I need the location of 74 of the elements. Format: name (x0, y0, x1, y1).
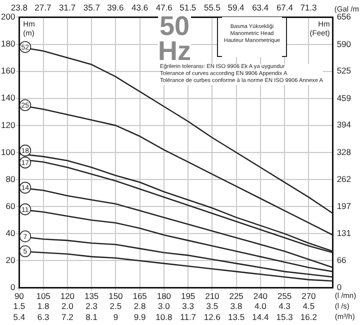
text: 2.8 (134, 301, 146, 312)
x2-tick-label: 27.7 (34, 2, 52, 12)
text: 16.2 (300, 312, 318, 322)
x-tick-label: 270 (302, 291, 316, 302)
text: 3.0 (158, 301, 170, 312)
y-tick-label: 40 (6, 228, 16, 238)
y2-tick-label: 394 (336, 120, 352, 130)
y-tick-label: 160 (0, 66, 16, 76)
y-tick-label: 0 (10, 282, 16, 292)
text: 3.3 (182, 301, 194, 312)
y2-tick-label: 525 (336, 66, 352, 76)
text: 13.5 (228, 312, 245, 322)
text: 4.3 (278, 301, 291, 312)
y2-tick-label: 66 (336, 254, 347, 265)
text: 15.3 (276, 312, 294, 322)
text: 2.5 (110, 301, 122, 312)
y2-tick-label: 459 (336, 92, 352, 103)
y2-tick-label: 262 (336, 174, 352, 184)
x2-tick-label: 67.4 (276, 2, 294, 12)
text: 4.0 (254, 301, 267, 312)
text: 14.4 (252, 312, 269, 322)
x-tick-label: 165 (132, 291, 148, 302)
x-tick-label: 180 (156, 291, 172, 302)
y2-tick-label: 328 (336, 146, 352, 157)
y-tick-label: 120 (0, 120, 16, 130)
x-tick-label: 120 (60, 291, 75, 302)
x2-tick-label: 55.5 (204, 2, 221, 12)
x-tick-label: 135 (84, 291, 99, 302)
y2-tick-label: 131 (336, 228, 352, 238)
text: 5.4 (13, 312, 26, 322)
text: 11.7 (180, 312, 196, 322)
y2-tick-label: 590 (336, 38, 352, 49)
text: 6.3 (37, 312, 50, 322)
text: 4.5 (302, 301, 315, 312)
text: 10.8 (156, 312, 172, 322)
text: 8.1 (86, 312, 98, 322)
x-tick-label: 195 (180, 291, 196, 302)
x2-tick-label: 39.6 (107, 2, 124, 12)
y2-tick-label: 197 (336, 200, 352, 211)
x2-tick-label: 63.4 (252, 2, 269, 12)
text: 9.9 (134, 312, 146, 322)
x2-tick-label: 35.7 (83, 2, 100, 12)
text: 2.3 (86, 301, 98, 312)
x-tick-label: 210 (205, 291, 220, 302)
x2-tick-label: 71.3 (300, 2, 317, 12)
x2-tick-label: 47.6 (156, 2, 173, 12)
y-tick-label: 20 (6, 255, 16, 266)
text: 1.8 (37, 301, 50, 312)
text: 9 (113, 312, 118, 322)
x2-tick-label: 23.8 (10, 2, 28, 12)
text: 3.8 (230, 301, 242, 312)
y2-tick-label: 0 (336, 282, 342, 292)
x2-tick-label: 51.5 (180, 2, 196, 12)
x-tick-label: 240 (253, 291, 268, 302)
x-tick-label: 150 (108, 291, 124, 302)
text: 12.6 (204, 312, 221, 322)
y-tick-label: 140 (0, 92, 16, 103)
x-tick-label: 105 (36, 291, 51, 302)
text: 2.0 (62, 301, 74, 312)
x-tick-label: 225 (229, 291, 244, 302)
x2-tick-label: 31.7 (59, 2, 76, 12)
y-tick-label: 100 (0, 146, 16, 157)
x2-tick-label: 43.6 (131, 2, 148, 12)
text: 3.5 (206, 301, 218, 312)
y2-tick-label: 656 (336, 12, 352, 22)
x-tick-label: 90 (14, 291, 24, 302)
text: 7.2 (62, 312, 74, 322)
text: 1.5 (13, 301, 26, 312)
y-tick-label: 80 (6, 174, 16, 184)
y-tick-label: 200 (0, 12, 16, 22)
x-tick-label: 255 (277, 291, 292, 302)
y-tick-label: 180 (0, 38, 16, 49)
y-tick-label: 60 (6, 200, 16, 211)
x2-tick-label: 59.4 (228, 2, 245, 12)
